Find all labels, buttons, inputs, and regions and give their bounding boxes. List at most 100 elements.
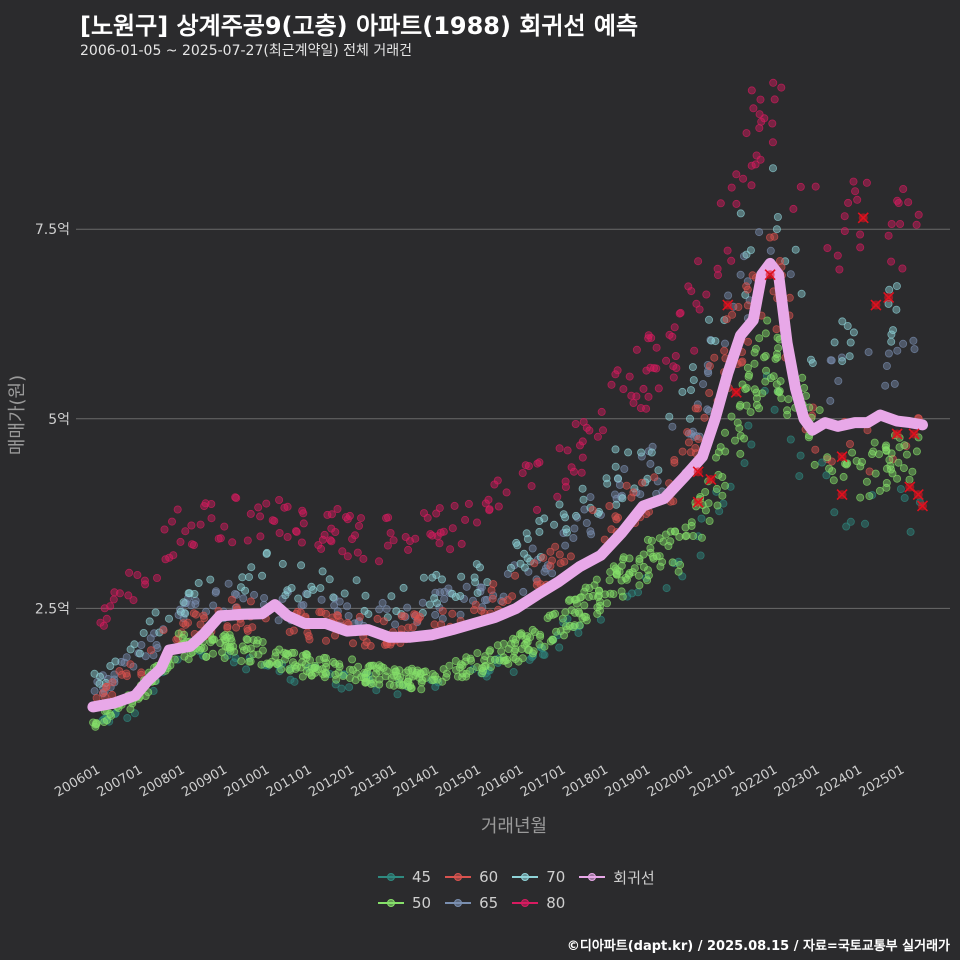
scatter-point-50 [345, 665, 354, 674]
scatter-point-65 [587, 530, 596, 539]
scatter-point-80 [662, 356, 671, 365]
x-tick-labels: 2006012007012008012009012010012011012012… [52, 762, 907, 800]
scatter-point-50 [504, 659, 513, 668]
scatter-point-60 [705, 388, 714, 397]
scatter-point-50 [258, 638, 267, 647]
scatter-point-50 [257, 660, 266, 669]
scatter-point-50 [416, 670, 425, 679]
scatter-point-50 [407, 684, 416, 693]
scatter-point-65 [209, 601, 218, 610]
scatter-point-80 [644, 331, 653, 340]
scatter-point-65 [224, 579, 233, 588]
scatter-point-60 [126, 660, 135, 669]
scatter-point-45 [796, 451, 805, 460]
scatter-point-70 [772, 225, 781, 234]
scatter-point-80 [756, 155, 765, 164]
y-axis-label: 매매가(원) [7, 374, 28, 456]
scatter-point-50 [369, 661, 378, 670]
scatter-point-65 [620, 464, 629, 473]
scatter-point-70 [845, 352, 854, 361]
scatter-point-50 [773, 349, 782, 358]
scatter-point-50 [273, 659, 282, 668]
scatter-point-70 [526, 557, 535, 566]
scatter-point-60 [539, 553, 548, 562]
scatter-point-80 [632, 345, 641, 354]
scatter-point-70 [126, 645, 135, 654]
regression-line [87, 257, 928, 713]
scatter-point-80 [694, 257, 703, 266]
scatter-point-80 [567, 463, 576, 472]
scatter-point-65 [317, 595, 326, 604]
scatter-point-80 [553, 492, 562, 501]
scatter-point-80 [668, 332, 677, 341]
scatter-point-70 [360, 606, 369, 615]
scatter-point-65 [375, 605, 384, 614]
scatter-point-50 [389, 671, 398, 680]
scatter-point-50 [676, 560, 685, 569]
x-axis-label: 거래년월 [480, 816, 548, 837]
scatter-point-80 [757, 117, 766, 126]
scatter-point-50 [893, 474, 902, 483]
scatter-point-80 [374, 557, 383, 566]
scatter-point-80 [912, 220, 921, 229]
scatter-point-60 [227, 595, 236, 604]
scatter-point-50 [738, 380, 747, 389]
scatter-point-70 [106, 662, 115, 671]
legend-swatch [579, 873, 606, 881]
scatter-point-50 [750, 359, 759, 368]
scatter-point-80 [404, 545, 413, 554]
scatter-point-70 [562, 528, 571, 537]
scatter-point-65 [540, 567, 549, 576]
scatter-point-50 [375, 667, 384, 676]
scatter-point-70 [244, 573, 253, 582]
scatter-point-60 [223, 624, 232, 633]
scatter-point-80 [246, 509, 255, 518]
scatter-point-70 [578, 484, 587, 493]
scatter-point-50 [774, 344, 783, 353]
scatter-point-60 [846, 439, 855, 448]
scatter-point-70 [535, 517, 544, 526]
scatter-point-50 [635, 581, 644, 590]
scatter-point-70 [611, 462, 620, 471]
scatter-point-50 [899, 464, 908, 473]
scatter-point-80 [382, 514, 391, 523]
scatter-point-70 [586, 503, 595, 512]
scatter-point-80 [629, 398, 638, 407]
scatter-point-70 [540, 514, 549, 523]
scatter-point-70 [579, 495, 588, 504]
scatter-point-70 [241, 586, 250, 595]
scatter-point-70 [294, 594, 303, 603]
scatter-point-45 [697, 514, 706, 523]
scatter-point-60 [200, 614, 209, 623]
scatter-point-80 [426, 530, 435, 539]
scatter-point-50 [622, 575, 631, 584]
scatter-point-80 [196, 520, 205, 529]
scatter-point-60 [146, 646, 155, 655]
scatter-point-50 [659, 537, 668, 546]
scatter-point-65 [586, 527, 595, 536]
scatter-point-50 [882, 483, 891, 492]
scatter-point-50 [493, 641, 502, 650]
scatter-point-60 [321, 609, 330, 618]
y-tick-label: 7.5억 [35, 222, 70, 238]
legend-swatch-dot [588, 873, 597, 881]
scatter-point-80 [327, 537, 336, 546]
scatter-point-65 [137, 641, 146, 650]
scatter-point-50 [712, 484, 721, 493]
scatter-point-70 [561, 513, 570, 522]
scatter-point-50 [321, 654, 330, 663]
scatter-point-50 [647, 536, 656, 545]
scatter-point-50 [721, 428, 730, 437]
legend-label: 45 [412, 868, 432, 886]
scatter-point-80 [433, 532, 442, 541]
scatter-point-45 [744, 421, 753, 430]
chart-title: [노원구] 상계주공9(고층) 아파트(1988) 회귀선 예측 [80, 12, 639, 40]
scatter-point-80 [228, 538, 237, 547]
scatter-point-50 [775, 388, 784, 397]
scatter-point-80 [533, 505, 542, 514]
scatter-point-80 [461, 515, 470, 524]
scatter-point-50 [697, 533, 706, 542]
scatter-point-50 [548, 635, 557, 644]
scatter-point-60 [183, 618, 192, 627]
scatter-point-60 [588, 505, 597, 514]
